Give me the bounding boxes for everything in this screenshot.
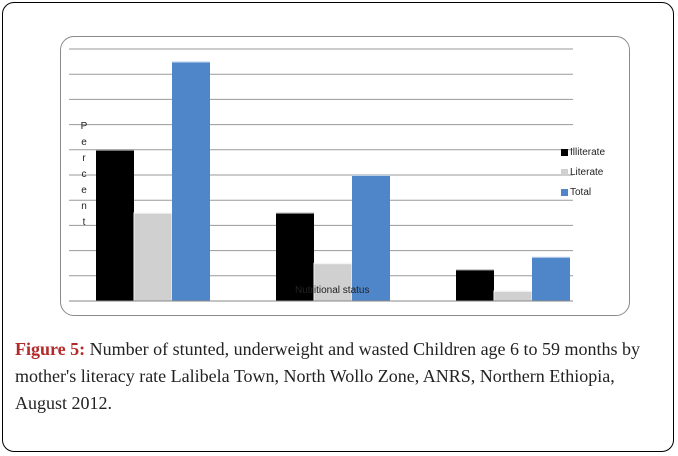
- legend-swatch: [561, 149, 568, 156]
- y-axis-title-char: e: [81, 185, 87, 196]
- bar-illiterate-0: [96, 149, 134, 301]
- figure-frame: [2, 2, 674, 452]
- figure-caption: Figure 5: Number of stunted, underweight…: [15, 336, 665, 417]
- bar-total-1: [352, 175, 390, 301]
- legend-swatch: [561, 189, 568, 196]
- y-axis-title-char: n: [81, 201, 87, 212]
- y-axis-title-char: e: [81, 137, 87, 148]
- legend-swatch: [561, 169, 568, 176]
- bar-chart: [69, 48, 573, 302]
- y-axis-title-char: r: [82, 153, 86, 164]
- bar-literate-0: [133, 212, 173, 302]
- bar-total-2: [532, 256, 570, 301]
- y-axis-title-char: c: [81, 169, 87, 180]
- bar-literate-2: [493, 290, 533, 302]
- bar-illiterate-2: [456, 269, 494, 301]
- legend-item-illiterate: Illiterate: [561, 147, 605, 158]
- y-axis-title-char: P: [80, 121, 88, 132]
- legend-label: Literate: [570, 167, 604, 178]
- caption-text: Number of stunted, underweight and waste…: [15, 339, 641, 413]
- x-axis-label: Nutritional status: [295, 285, 370, 296]
- legend-item-literate: Literate: [561, 167, 603, 178]
- y-axis-title-char: t: [82, 217, 86, 228]
- legend-label: Total: [570, 187, 592, 198]
- bar-illiterate-1: [276, 212, 314, 301]
- figure-label: Figure 5:: [15, 339, 86, 359]
- bar-total-0: [172, 61, 210, 301]
- legend-label: Illiterate: [570, 147, 606, 158]
- legend-item-total: Total: [561, 187, 591, 198]
